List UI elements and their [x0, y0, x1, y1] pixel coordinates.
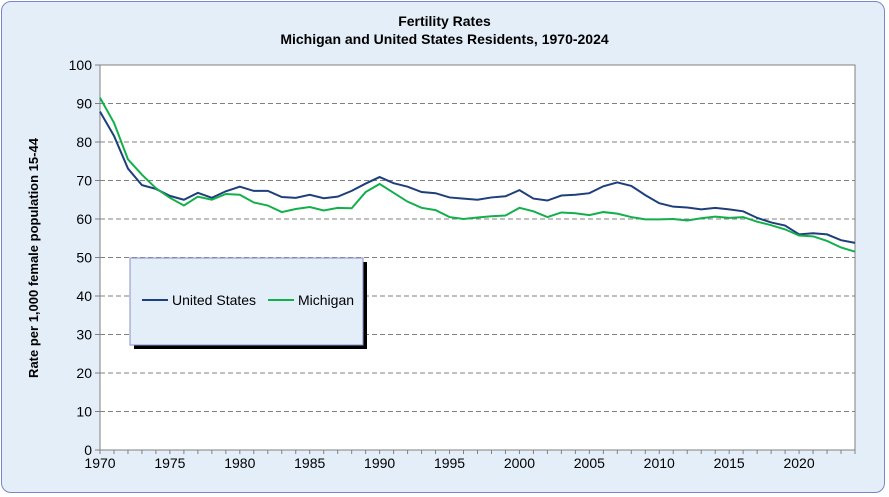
y-tick-label: 40 [76, 288, 92, 304]
y-tick-label: 60 [76, 211, 92, 227]
y-tick-label: 80 [76, 134, 92, 150]
x-tick-label: 2010 [644, 455, 675, 471]
x-tick-label: 2000 [504, 455, 535, 471]
y-tick-label: 30 [76, 327, 92, 343]
x-tick-label: 1995 [434, 455, 465, 471]
legend-label-michigan: Michigan [298, 292, 354, 308]
y-tick-label: 70 [76, 173, 92, 189]
x-tick-label: 1970 [84, 455, 115, 471]
chart-title: Fertility Rates [398, 13, 491, 29]
y-tick-label: 20 [76, 365, 92, 381]
x-tick-label: 2015 [714, 455, 745, 471]
x-tick-label: 2005 [574, 455, 605, 471]
y-tick-label: 100 [69, 57, 93, 73]
legend: United States Michigan [129, 257, 367, 349]
x-tick-label: 1990 [364, 455, 395, 471]
x-tick-label: 1980 [224, 455, 255, 471]
y-tick-label: 50 [76, 250, 92, 266]
x-tick-label: 1985 [294, 455, 325, 471]
x-tick-label: 2020 [783, 455, 814, 471]
legend-label-us: United States [172, 292, 256, 308]
series-line-united-states [99, 111, 856, 244]
x-tick-label: 1975 [154, 455, 185, 471]
y-axis-label: Rate per 1,000 female population 15-44 [26, 137, 41, 378]
y-tick-label: 90 [76, 96, 92, 112]
y-tick-label: 10 [76, 404, 92, 420]
series-line-michigan [99, 97, 856, 253]
chart-subtitle: Michigan and United States Residents, 19… [280, 31, 609, 47]
y-tick-label: 0 [84, 442, 92, 458]
